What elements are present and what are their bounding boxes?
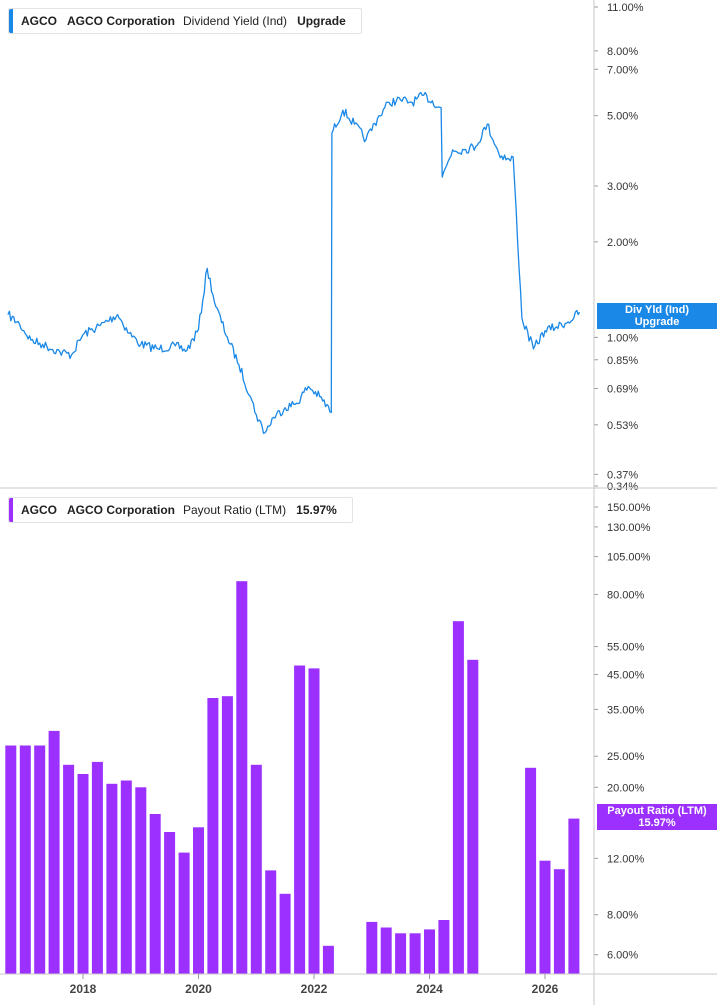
y-tick-label: 20.00% <box>607 782 645 794</box>
y-tick-label: 8.00% <box>607 46 638 58</box>
y-tick-label: 130.00% <box>607 522 651 534</box>
bottom-legend-value: 15.97% <box>296 503 337 517</box>
bottom-legend-metric: Payout Ratio (LTM) <box>183 503 287 517</box>
payout-bar <box>424 929 435 974</box>
top-legend-company: AGCO Corporation <box>67 14 175 28</box>
y-tick-label: 7.00% <box>607 64 638 76</box>
yield-tag-label: Div Yld (Ind) <box>625 304 689 316</box>
y-tick-label: 0.85% <box>607 355 638 367</box>
payout-bar <box>34 745 46 974</box>
top-legend-ticker: AGCO <box>21 14 57 28</box>
payout-bar <box>5 745 17 974</box>
payout-bar <box>539 860 551 974</box>
top-legend-swatch <box>9 9 13 33</box>
y-tick-label: 55.00% <box>607 642 645 654</box>
payout-bar <box>106 783 118 974</box>
payout-tag-value: 15.97% <box>638 817 676 829</box>
bottom-legend-ticker: AGCO <box>21 503 57 517</box>
payout-bar <box>308 668 320 974</box>
y-tick-label: 0.53% <box>607 420 638 432</box>
y-tick-label: 150.00% <box>607 502 651 514</box>
bottom-legend[interactable]: AGCO AGCO Corporation Payout Ratio (LTM)… <box>8 497 353 523</box>
payout-bar <box>164 832 176 974</box>
x-tick-label: 2022 <box>301 982 328 996</box>
payout-bar <box>77 774 89 974</box>
y-tick-label: 5.00% <box>607 111 638 123</box>
payout-bar <box>366 921 378 974</box>
x-tick-label: 2018 <box>70 982 97 996</box>
y-tick-label: 25.00% <box>607 751 645 763</box>
y-tick-label: 0.34% <box>607 481 638 493</box>
x-tick-label: 2024 <box>416 982 443 996</box>
payout-bar <box>452 621 464 974</box>
payout-value-tag: Payout Ratio (LTM) 15.97% <box>597 804 717 830</box>
payout-bar <box>409 933 421 974</box>
payout-bar <box>250 764 262 974</box>
payout-bar <box>207 698 219 974</box>
payout-bar <box>265 870 277 974</box>
y-tick-label: 105.00% <box>607 552 651 564</box>
payout-bar <box>91 761 103 974</box>
payout-tag-label: Payout Ratio (LTM) <box>607 805 707 817</box>
y-tick-label: 6.00% <box>607 950 638 962</box>
yield-value-tag: Div Yld (Ind) Upgrade <box>597 303 717 329</box>
yield-tag-value[interactable]: Upgrade <box>634 316 680 328</box>
payout-bar <box>48 730 60 974</box>
payout-bar <box>19 745 31 974</box>
payout-bar <box>395 933 407 974</box>
payout-bar <box>279 893 291 974</box>
y-tick-label: 45.00% <box>607 669 645 681</box>
y-tick-label: 35.00% <box>607 704 645 716</box>
x-tick-label: 2026 <box>532 982 559 996</box>
payout-ratio-panel: 150.00% 130.00% 105.00% 80.00% 55.00% 45.00% 3… <box>5 502 651 974</box>
x-tick-label: 2020 <box>185 982 212 996</box>
top-legend[interactable]: AGCO AGCO Corporation Dividend Yield (In… <box>8 8 362 34</box>
payout-bar <box>380 927 392 974</box>
payout-bar <box>149 814 161 974</box>
payout-bar <box>438 920 450 974</box>
payout-bar <box>322 945 334 974</box>
payout-bar <box>63 764 75 974</box>
y-tick-label: 12.00% <box>607 853 645 865</box>
y-tick-label: 80.00% <box>607 589 645 601</box>
payout-bar <box>193 827 204 974</box>
dividend-yield-panel: 11.00% 8.00% 7.00% 5.00% 3.00% 2.00% 1.00% 0.85… <box>7 2 644 493</box>
y-tick-label: 3.00% <box>607 181 638 193</box>
payout-bar <box>294 665 306 974</box>
y-tick-label: 8.00% <box>607 910 638 922</box>
bottom-legend-company: AGCO Corporation <box>67 503 175 517</box>
y-tick-label: 2.00% <box>607 237 638 249</box>
payout-bar <box>221 696 233 974</box>
dividend-yield-line <box>7 91 581 434</box>
payout-bar <box>120 780 132 974</box>
payout-bar <box>236 581 248 974</box>
y-tick-label: 0.37% <box>607 469 638 481</box>
y-tick-label: 1.00% <box>607 332 638 344</box>
top-legend-value[interactable]: Upgrade <box>297 14 346 28</box>
y-tick-label: 0.69% <box>607 383 638 395</box>
payout-bar <box>467 659 479 974</box>
payout-bar <box>178 852 190 974</box>
payout-bar <box>135 787 147 974</box>
top-legend-metric: Dividend Yield (Ind) <box>183 14 288 28</box>
bottom-legend-swatch <box>9 498 13 522</box>
payout-bar <box>525 767 537 974</box>
y-tick-label: 11.00% <box>607 2 644 14</box>
payout-bar <box>568 818 580 974</box>
payout-bar <box>553 869 565 974</box>
